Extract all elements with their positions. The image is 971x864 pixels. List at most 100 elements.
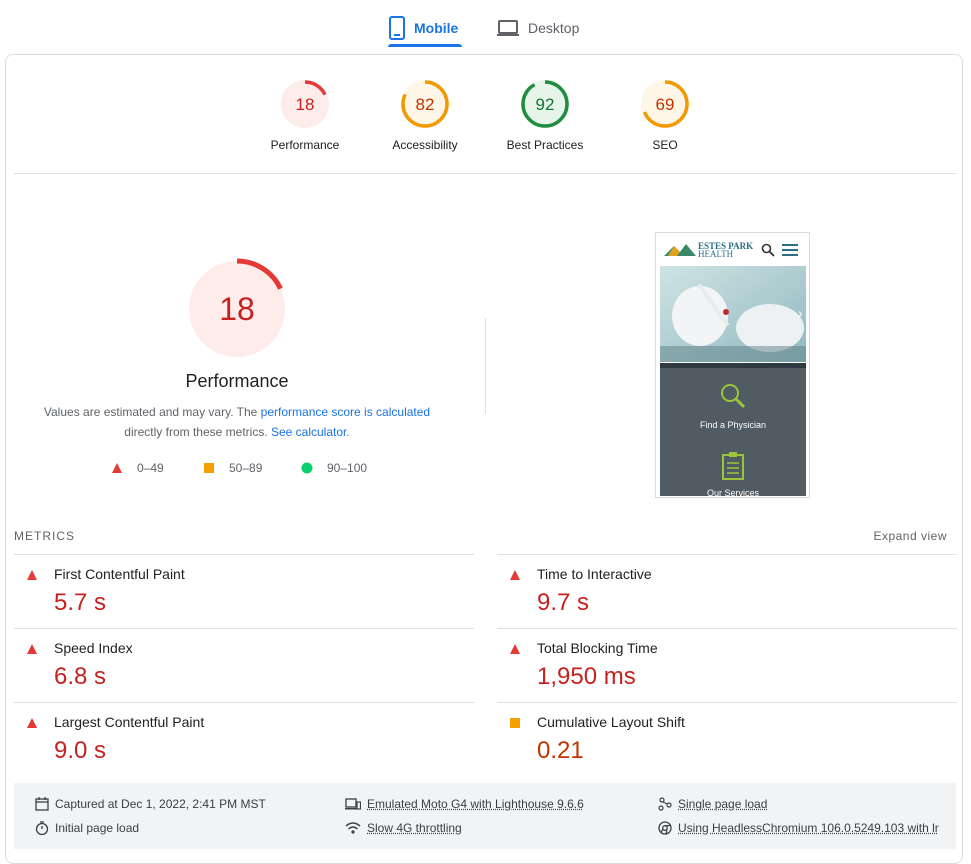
brand-line-2: HEALTH	[698, 250, 753, 258]
wifi-icon	[345, 821, 361, 835]
green-circle-icon	[301, 462, 313, 474]
metric-name: First Contentful Paint	[54, 566, 185, 582]
services-panel: Find a Physician Our Services	[660, 368, 806, 496]
gauge-score: 18	[296, 95, 315, 114]
red-triangle-icon	[509, 569, 521, 581]
our-services-tile: Our Services	[660, 488, 806, 498]
legend-average: 50–89	[203, 461, 262, 475]
gauge-score: 69	[656, 95, 675, 114]
captured-text: Captured at Dec 1, 2022, 2:41 PM MST	[55, 797, 266, 811]
emulated-device[interactable]: Emulated Moto G4 with Lighthouse 9.6.6	[345, 797, 584, 811]
orange-square-icon	[203, 462, 215, 474]
tab-mobile-label: Mobile	[414, 20, 458, 36]
gauge-score: 82	[416, 95, 435, 114]
performance-title: Performance	[137, 371, 337, 392]
category-performance[interactable]: 18 Performance	[245, 78, 365, 152]
active-tab-indicator	[388, 44, 462, 47]
metric-name: Cumulative Layout Shift	[537, 714, 685, 730]
metric-name: Speed Index	[54, 640, 133, 656]
single-text: Single page load	[678, 797, 767, 811]
site-header: ESTES PARK HEALTH	[656, 233, 810, 265]
metric-value: 1,950 ms	[537, 663, 636, 691]
captured-at: Captured at Dec 1, 2022, 2:41 PM MST	[35, 797, 266, 811]
red-triangle-icon	[26, 717, 38, 729]
nodes-icon	[658, 797, 672, 811]
gauge-score: 92	[536, 95, 555, 114]
hero-image: ›	[660, 266, 806, 362]
legend-average-label: 50–89	[229, 461, 262, 475]
metric-name: Time to Interactive	[537, 566, 652, 582]
see-calculator-link[interactable]: See calculator	[271, 425, 346, 439]
metric-value: 0.21	[537, 737, 584, 765]
metrics-heading: METRICS	[14, 529, 75, 543]
category-best-practices[interactable]: 92 Best Practices	[485, 78, 605, 152]
score-calculated-link[interactable]: performance score is calculated	[261, 405, 430, 419]
site-brand: ESTES PARK HEALTH	[698, 242, 753, 258]
metric-value: 9.0 s	[54, 737, 106, 765]
find-physician-tile: Find a Physician	[660, 420, 806, 430]
metric-row: Speed Index 6.8 s	[14, 628, 474, 703]
expand-view-button[interactable]: Expand view	[873, 529, 947, 543]
seo-gauge: 69	[639, 78, 691, 130]
metric-value: 9.7 s	[537, 589, 589, 617]
legend-pass-label: 90–100	[327, 461, 367, 475]
timer-icon	[35, 821, 49, 835]
orange-square-icon	[509, 717, 521, 729]
mountain-logo-icon	[664, 242, 696, 258]
category-seo[interactable]: 69 SEO	[605, 78, 725, 152]
performance-description: Values are estimated and may vary. The p…	[30, 402, 444, 442]
category-label: Best Practices	[485, 138, 605, 152]
single-page-load[interactable]: Single page load	[658, 797, 767, 811]
tab-desktop-label: Desktop	[528, 20, 579, 36]
svg-text:›: ›	[798, 305, 803, 321]
metric-row: Total Blocking Time 1,950 ms	[497, 628, 957, 703]
network-throttling[interactable]: Slow 4G throttling	[345, 821, 462, 835]
metric-row: Time to Interactive 9.7 s	[497, 554, 957, 629]
red-triangle-icon	[111, 462, 123, 474]
red-triangle-icon	[26, 569, 38, 581]
section-divider	[14, 173, 956, 174]
metric-value: 5.7 s	[54, 589, 106, 617]
red-triangle-icon	[26, 643, 38, 655]
performance-main-gauge: 18	[185, 257, 289, 361]
devices-icon	[345, 797, 361, 811]
laptop-icon	[496, 18, 520, 38]
best-practices-gauge: 92	[519, 78, 571, 130]
performance-gauge: 18	[279, 78, 331, 130]
category-label: Performance	[245, 138, 365, 152]
metric-value: 6.8 s	[54, 663, 106, 691]
tab-mobile[interactable]: Mobile	[388, 10, 458, 46]
magnifier-icon	[719, 382, 747, 410]
browser-info[interactable]: Using HeadlessChromium 106.0.5249.103 wi…	[658, 821, 939, 835]
metric-name: Total Blocking Time	[537, 640, 658, 656]
red-triangle-icon	[509, 643, 521, 655]
search-icon	[761, 243, 775, 257]
hamburger-menu-icon	[782, 244, 798, 256]
metric-row: First Contentful Paint 5.7 s	[14, 554, 474, 629]
initial-page-load: Initial page load	[35, 821, 139, 835]
run-info-footer	[14, 783, 956, 849]
phone-icon	[388, 16, 406, 40]
browser-text: Using HeadlessChromium 106.0.5249.103 wi…	[678, 821, 939, 835]
metric-row: Largest Contentful Paint 9.0 s	[14, 702, 474, 777]
tab-desktop[interactable]: Desktop	[496, 10, 579, 46]
initial-text: Initial page load	[55, 821, 139, 835]
legend-fail-label: 0–49	[137, 461, 164, 475]
category-label: Accessibility	[365, 138, 485, 152]
legend-pass: 90–100	[301, 461, 367, 475]
chrome-icon	[658, 821, 672, 835]
device-text: Emulated Moto G4 with Lighthouse 9.6.6	[367, 797, 584, 811]
category-accessibility[interactable]: 82 Accessibility	[365, 78, 485, 152]
accessibility-gauge: 82	[399, 78, 451, 130]
vertical-divider	[485, 318, 486, 414]
throttle-text: Slow 4G throttling	[367, 821, 462, 835]
clipboard-icon	[722, 452, 744, 480]
desc-suffix: .	[346, 425, 349, 439]
desc-text-2: directly from these metrics.	[124, 425, 271, 439]
desc-text: Values are estimated and may vary. The	[44, 405, 261, 419]
final-screenshot[interactable]: ESTES PARK HEALTH ›	[655, 232, 810, 498]
legend-fail: 0–49	[111, 461, 164, 475]
metric-row: Cumulative Layout Shift 0.21	[497, 702, 957, 777]
performance-score: 18	[219, 291, 255, 327]
metric-name: Largest Contentful Paint	[54, 714, 204, 730]
